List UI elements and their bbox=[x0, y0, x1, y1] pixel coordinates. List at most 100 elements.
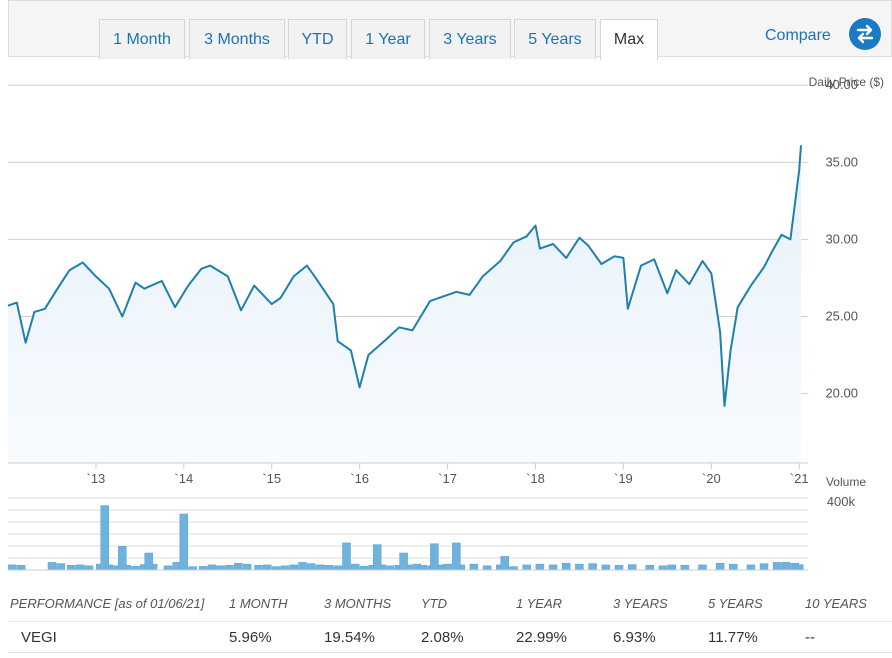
price-line bbox=[7, 145, 802, 407]
volume-bar bbox=[324, 565, 334, 571]
price-axis-title: Daily Price ($) bbox=[809, 75, 884, 89]
volume-axis-title: Volume bbox=[826, 475, 866, 489]
price-area bbox=[8, 145, 801, 464]
volume-bar bbox=[482, 565, 492, 571]
compare-button[interactable] bbox=[849, 18, 881, 50]
volume-bar bbox=[263, 564, 272, 571]
volume-bar bbox=[469, 563, 479, 571]
volume-bar bbox=[342, 542, 351, 571]
volume-bar bbox=[75, 564, 85, 571]
volume-bar bbox=[667, 564, 676, 571]
tab-1-month[interactable]: 1 Month bbox=[99, 19, 185, 59]
volume-bar bbox=[351, 563, 360, 571]
col-3-months: 3 MONTHS bbox=[324, 596, 392, 611]
volume-bar bbox=[163, 565, 173, 571]
performance-title: PERFORMANCE [as of 01/06/21] bbox=[10, 596, 205, 611]
volume-bar bbox=[131, 566, 140, 571]
volume-bar bbox=[658, 565, 668, 571]
tab-5-years[interactable]: 5 Years bbox=[514, 19, 596, 59]
volume-bar bbox=[418, 565, 428, 571]
volume-bar bbox=[234, 562, 243, 571]
volume-bar bbox=[242, 563, 252, 571]
volume-bar bbox=[84, 565, 94, 571]
col-ytd: YTD bbox=[421, 596, 447, 611]
x-tick-label: `16 bbox=[350, 471, 369, 486]
value-1-year: 22.99% bbox=[516, 628, 567, 646]
volume-bar bbox=[179, 513, 189, 571]
col-10-years: 10 YEARS bbox=[805, 596, 867, 611]
tab-ytd[interactable]: YTD bbox=[288, 19, 347, 59]
price-tick-label: 25.00 bbox=[825, 308, 858, 323]
price-x-axis: `13 `14 `15 `16 `17 `18 `19 `20 `21 bbox=[87, 463, 809, 486]
volume-bar bbox=[772, 562, 782, 571]
volume-bar bbox=[100, 505, 109, 571]
volume-bar bbox=[47, 562, 57, 571]
volume-bar bbox=[759, 563, 769, 571]
volume-bar bbox=[118, 546, 127, 571]
volume-bar bbox=[198, 566, 208, 571]
volume-bar bbox=[254, 565, 263, 571]
performance-table: PERFORMANCE [as of 01/06/21] 1 MONTH 3 M… bbox=[8, 586, 892, 653]
x-tick-label: `21 bbox=[790, 471, 809, 486]
volume-bar bbox=[386, 565, 395, 571]
x-tick-label: `13 bbox=[87, 471, 106, 486]
volume-bar bbox=[729, 563, 738, 571]
volume-bar bbox=[588, 563, 597, 571]
volume-bar bbox=[645, 565, 655, 571]
volume-bar bbox=[500, 556, 509, 571]
volume-bar bbox=[627, 564, 637, 571]
volume-bar bbox=[698, 564, 707, 571]
price-y-axis: 40.00 35.00 30.00 25.00 20.00 bbox=[825, 77, 858, 400]
volume-bar bbox=[443, 563, 452, 571]
value-3-months: 19.54% bbox=[324, 628, 375, 646]
x-tick-label: `15 bbox=[262, 471, 281, 486]
volume-bar bbox=[522, 564, 531, 571]
volume-bar bbox=[781, 562, 791, 571]
price-tick-label: 20.00 bbox=[825, 386, 858, 401]
col-5-years: 5 YEARS bbox=[708, 596, 763, 611]
range-tab-bar: 1 Month 3 Months YTD 1 Year 3 Years 5 Ye… bbox=[8, 0, 892, 60]
volume-bar bbox=[548, 564, 558, 571]
volume-bar bbox=[452, 542, 461, 571]
volume-bar bbox=[509, 566, 518, 571]
volume-bar bbox=[372, 544, 382, 571]
tab-1-year[interactable]: 1 Year bbox=[351, 19, 425, 59]
swap-arrows-icon bbox=[856, 24, 874, 44]
tab-3-months[interactable]: 3 Months bbox=[189, 19, 285, 59]
x-tick-label: `19 bbox=[614, 471, 633, 486]
volume-bar bbox=[614, 565, 624, 571]
x-tick-label: `17 bbox=[438, 471, 457, 486]
price-tick-label: 35.00 bbox=[825, 154, 858, 169]
volume-tick-label: 400k bbox=[827, 494, 856, 509]
price-tick-label: 40.00 bbox=[825, 77, 858, 92]
volume-bar bbox=[575, 563, 584, 571]
col-3-years: 3 YEARS bbox=[613, 596, 668, 611]
volume-y-axis: 400k bbox=[827, 494, 856, 509]
volume-bar bbox=[56, 563, 65, 571]
volume-bar bbox=[298, 562, 307, 571]
compare-link[interactable]: Compare bbox=[765, 27, 831, 44]
volume-bar bbox=[289, 564, 298, 571]
value-1-month: 5.96% bbox=[229, 628, 272, 646]
price-volume-chart: Daily Price ($) 40.00 35.00 30.00 25.00 20.0… bbox=[7, 75, 884, 571]
performance-header: PERFORMANCE [as of 01/06/21] 1 MONTH 3 M… bbox=[8, 586, 892, 621]
volume-bar bbox=[430, 543, 439, 571]
volume-bar bbox=[315, 564, 325, 571]
volume-bar bbox=[216, 565, 225, 571]
tab-3-years[interactable]: 3 Years bbox=[429, 19, 511, 59]
volume-bar bbox=[271, 566, 281, 571]
volume-bar bbox=[8, 564, 17, 571]
volume-bar bbox=[794, 564, 804, 571]
value-10-years: -- bbox=[805, 628, 815, 646]
col-1-year: 1 YEAR bbox=[516, 596, 563, 611]
tab-max[interactable]: Max bbox=[600, 19, 658, 60]
value-3-years: 6.93% bbox=[613, 628, 656, 646]
ticker-cell: VEGI bbox=[21, 628, 57, 646]
x-tick-label: `14 bbox=[174, 471, 193, 486]
volume-bar bbox=[67, 565, 76, 571]
volume-bar bbox=[225, 565, 234, 571]
volume-bar bbox=[359, 566, 369, 571]
value-ytd: 2.08% bbox=[421, 628, 464, 646]
col-1-month: 1 MONTH bbox=[229, 596, 288, 611]
volume-bar bbox=[680, 565, 690, 571]
